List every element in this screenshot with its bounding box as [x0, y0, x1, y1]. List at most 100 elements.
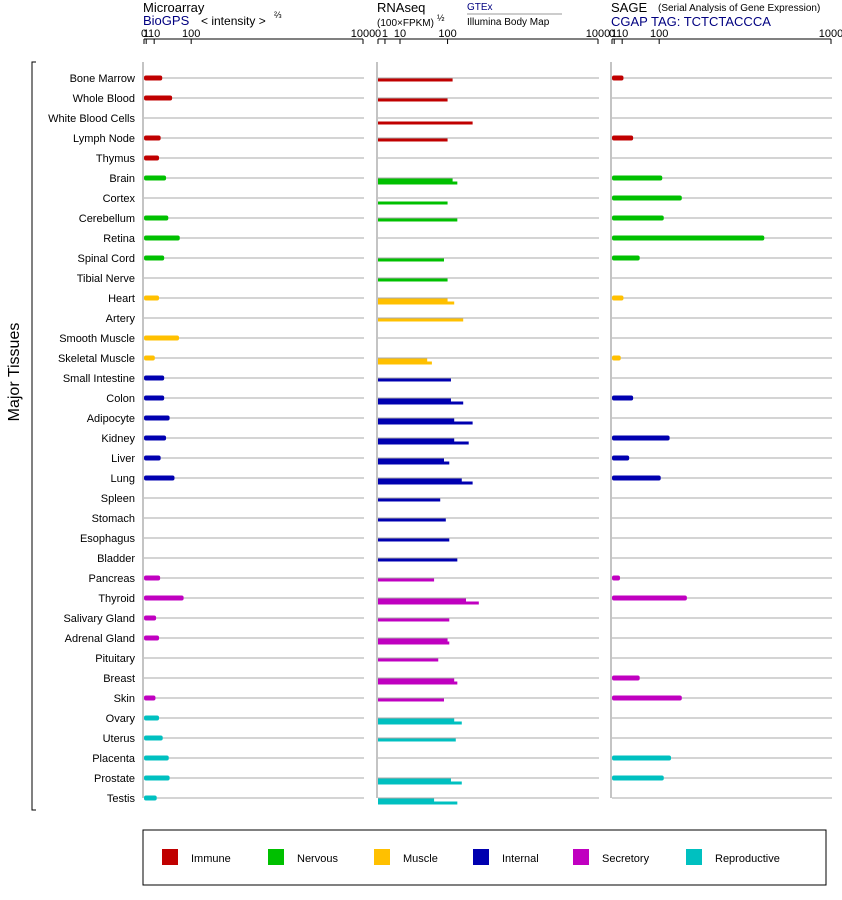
microarray-bar-testis [144, 795, 157, 801]
rnaseq-bar-cerebellum-gtex [378, 218, 458, 222]
sage-tick-label: 1000 [819, 28, 842, 40]
tissue-label-lymph-node: Lymph Node [73, 133, 135, 145]
tissue-label-thymus: Thymus [96, 153, 136, 165]
microarray-tick-label: 0 [141, 28, 147, 40]
rnaseq-bar-spleen-gtex [378, 498, 441, 502]
sage-bar-spinal-cord [612, 255, 640, 261]
tissue-label-heart: Heart [108, 293, 135, 305]
microarray-bar-uterus [144, 735, 163, 741]
sage-bar-lung [612, 475, 661, 481]
microarray-bar-pancreas [144, 575, 161, 581]
microarray-bar-spinal-cord [144, 255, 165, 261]
microarray-bar-skeletal-muscle [144, 355, 155, 361]
rnaseq-bar-bone-marrow-gtex [378, 78, 453, 82]
microarray-bar-colon [144, 395, 165, 401]
legend-label-secretory: Secretory [602, 853, 650, 865]
rnaseq-tick-label: 10 [394, 28, 406, 40]
rnaseq-bar-uterus-gtex [378, 738, 456, 742]
rnaseq-series-illumina: Illumina Body Map [467, 17, 550, 28]
legend-swatch-internal [473, 849, 489, 865]
tissue-label-brain: Brain [109, 173, 135, 185]
sage-bar-pancreas [612, 575, 621, 581]
rnaseq-bar-lung-illumina-body-map [378, 481, 473, 485]
rnaseq-bar-small-intestine-gtex [378, 378, 451, 382]
rnaseq-bar-ovary-illumina-body-map [378, 721, 462, 725]
rnaseq-bar-whole-blood-gtex [378, 98, 448, 102]
sage-tick-label: 1 [611, 28, 617, 40]
tissue-label-breast: Breast [103, 673, 135, 685]
microarray-subtitle: BioGPS [143, 13, 190, 28]
microarray-title: Microarray [143, 0, 205, 15]
rnaseq-bar-stomach-gtex [378, 518, 446, 522]
tissue-label-prostate: Prostate [94, 773, 135, 785]
rnaseq-bar-tibial-nerve-gtex [378, 278, 448, 282]
tissue-label-white-blood-cells: White Blood Cells [48, 113, 135, 125]
rnaseq-bar-skeletal-muscle-gtex [378, 358, 428, 362]
microarray-bar-heart [144, 295, 160, 301]
rnaseq-axis-exponent: ½ [437, 13, 445, 23]
rnaseq-bar-pituitary-gtex [378, 658, 439, 662]
rnaseq-bar-cortex-illumina-body-map [378, 201, 448, 205]
tissue-label-ovary: Ovary [106, 713, 136, 725]
tissue-label-liver: Liver [111, 453, 135, 465]
rnaseq-bar-kidney-gtex [378, 438, 455, 442]
rnaseq-bar-adipocyte-illumina-body-map [378, 421, 473, 425]
y-axis-bracket [31, 61, 36, 811]
microarray-tick-label: 10 [148, 28, 160, 40]
sage-bar-skin [612, 695, 682, 701]
tissue-label-spleen: Spleen [101, 493, 135, 505]
sage-tag-label: CGAP TAG: TCTCTACCCA [611, 14, 771, 29]
sage-bar-breast [612, 675, 640, 681]
legend-label-internal: Internal [502, 853, 539, 865]
tissue-label-esophagus: Esophagus [80, 533, 136, 545]
sage-bar-retina [612, 235, 765, 241]
legend-label-immune: Immune [191, 853, 231, 865]
sage-bar-heart [612, 295, 624, 301]
microarray-tick-label: 1000 [351, 28, 375, 40]
rnaseq-bar-brain-gtex [378, 178, 453, 182]
rnaseq-tick-label: 1000 [586, 28, 610, 40]
legend-swatch-nervous [268, 849, 284, 865]
sage-bar-thyroid [612, 595, 687, 601]
microarray-bar-lymph-node [144, 135, 161, 141]
rnaseq-bar-heart-gtex [378, 298, 448, 302]
microarray-bar-lung [144, 475, 175, 481]
rnaseq-panel: 0 1 10 100 1000 [375, 28, 610, 805]
microarray-axis-exponent: ⅔ [274, 10, 282, 20]
rnaseq-bar-adrenal-gland-illumina-body-map [378, 641, 450, 645]
microarray-bar-adipocyte [144, 415, 170, 421]
tissue-label-adipocyte: Adipocyte [87, 413, 135, 425]
tissue-label-colon: Colon [106, 393, 135, 405]
tissue-labels: Bone Marrow Whole Blood White Blood Cells L… [48, 73, 136, 805]
tissue-label-placenta: Placenta [92, 753, 136, 765]
rnaseq-bar-adrenal-gland-gtex [378, 638, 448, 642]
rnaseq-bar-prostate-illumina-body-map [378, 781, 462, 785]
rnaseq-bar-liver-illumina-body-map [378, 461, 450, 465]
tissue-label-cortex: Cortex [103, 193, 136, 205]
sage-tick-label: 0 [609, 28, 615, 40]
sage-bar-prostate [612, 775, 664, 781]
rnaseq-title: RNAseq [377, 0, 425, 15]
tissue-label-lung: Lung [111, 473, 135, 485]
rnaseq-bar-prostate-gtex [378, 778, 451, 782]
tissue-label-artery: Artery [106, 313, 136, 325]
panel-headers: Microarray BioGPS < intensity > ⅔ RNAseq… [143, 0, 820, 29]
microarray-tick-label: 100 [182, 28, 200, 40]
sage-tick-label: 10 [616, 28, 628, 40]
tissue-label-whole-blood: Whole Blood [73, 93, 135, 105]
rnaseq-unit-label: (100×FPKM) [377, 18, 434, 29]
tissue-label-retina: Retina [103, 233, 136, 245]
tissue-label-cerebellum: Cerebellum [79, 213, 135, 225]
tissue-label-bladder: Bladder [97, 553, 135, 565]
microarray-bar-retina [144, 235, 180, 241]
tissue-label-spinal-cord: Spinal Cord [78, 253, 135, 265]
rnaseq-bar-skeletal-muscle-illumina-body-map [378, 361, 432, 365]
sage-bar-colon [612, 395, 634, 401]
tissue-label-tibial-nerve: Tibial Nerve [77, 273, 135, 285]
rnaseq-bar-artery-gtex [378, 318, 464, 322]
microarray-bar-liver [144, 455, 161, 461]
microarray-bar-thymus [144, 155, 160, 161]
microarray-bar-ovary [144, 715, 160, 721]
